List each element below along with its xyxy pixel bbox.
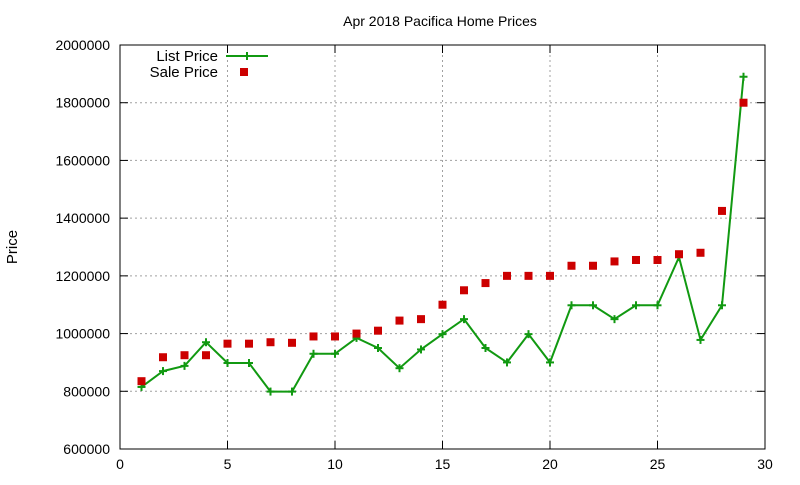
point-sale-price bbox=[266, 338, 275, 347]
point-sale-price bbox=[395, 316, 404, 325]
series-line-list-price bbox=[140, 76, 745, 393]
legend: List Price Sale Price bbox=[150, 48, 268, 81]
point-sale-price bbox=[567, 261, 576, 270]
point-sale-price bbox=[180, 351, 189, 360]
legend-swatch-sale-price bbox=[240, 68, 248, 76]
point-list-price bbox=[546, 358, 554, 367]
point-list-price bbox=[610, 315, 619, 324]
point-list-price bbox=[567, 301, 576, 310]
y-tick-label: 1800000 bbox=[55, 95, 110, 111]
point-list-price bbox=[718, 301, 726, 310]
point-sale-price bbox=[417, 315, 425, 324]
point-sale-price bbox=[374, 326, 382, 335]
y-tick-label: 800000 bbox=[63, 383, 110, 399]
y-tick-label: 1200000 bbox=[55, 268, 110, 284]
x-tick-label: 25 bbox=[650, 456, 666, 472]
point-sale-price bbox=[352, 329, 361, 338]
y-tick-label: 600000 bbox=[63, 441, 110, 457]
point-sale-price bbox=[481, 279, 490, 288]
point-sale-price bbox=[137, 377, 146, 386]
y-tick-label: 1400000 bbox=[55, 210, 110, 226]
plot-frame bbox=[119, 44, 766, 450]
axis-ticks: 600000 800000 1000000 1200000 1400000 1600000… bbox=[55, 37, 773, 472]
point-sale-price bbox=[675, 250, 683, 259]
x-tick-label: 15 bbox=[435, 456, 451, 472]
point-list-price bbox=[438, 330, 447, 339]
point-sale-price bbox=[632, 255, 640, 264]
point-sale-price bbox=[309, 332, 318, 341]
grid-lines bbox=[120, 45, 765, 449]
point-list-price bbox=[159, 367, 167, 376]
point-list-price bbox=[417, 345, 425, 354]
point-sale-price bbox=[589, 261, 597, 270]
x-tick-label: 10 bbox=[327, 456, 343, 472]
point-sale-price bbox=[610, 257, 619, 266]
y-tick-label: 2000000 bbox=[55, 37, 110, 53]
point-sale-price bbox=[718, 206, 726, 215]
point-list-price bbox=[288, 387, 296, 396]
point-sale-price bbox=[159, 353, 167, 362]
y-axis-label: Price bbox=[4, 230, 21, 264]
y-tick-label: 1000000 bbox=[55, 326, 110, 342]
point-list-price bbox=[739, 72, 748, 81]
point-sale-price bbox=[739, 98, 748, 107]
point-sale-price bbox=[202, 351, 210, 360]
point-sale-price bbox=[546, 271, 554, 280]
series-layer bbox=[137, 72, 748, 396]
point-sale-price bbox=[438, 300, 447, 309]
point-sale-price bbox=[653, 255, 662, 264]
point-list-price bbox=[245, 359, 253, 368]
legend-marker-list-price bbox=[243, 52, 251, 60]
point-list-price bbox=[395, 364, 404, 373]
point-sale-price bbox=[503, 271, 511, 280]
point-list-price bbox=[524, 330, 533, 339]
point-list-price bbox=[460, 315, 468, 324]
point-sale-price bbox=[288, 338, 296, 347]
chart-title: Apr 2018 Pacifica Home Prices bbox=[343, 13, 537, 29]
point-sale-price bbox=[245, 339, 253, 348]
legend-label-list-price: List Price bbox=[156, 48, 218, 65]
point-list-price bbox=[653, 301, 662, 310]
point-list-price bbox=[481, 344, 490, 352]
point-sale-price bbox=[696, 248, 705, 257]
y-tick-label: 1600000 bbox=[55, 152, 110, 168]
point-list-price bbox=[696, 335, 705, 344]
point-list-price bbox=[374, 344, 382, 352]
point-list-price bbox=[309, 349, 318, 358]
point-list-price bbox=[331, 349, 339, 358]
point-list-price bbox=[632, 301, 640, 310]
point-list-price bbox=[589, 301, 597, 310]
legend-label-sale-price: Sale Price bbox=[150, 64, 218, 81]
point-list-price bbox=[503, 358, 511, 367]
x-tick-label: 30 bbox=[757, 456, 773, 472]
point-sale-price bbox=[524, 271, 533, 280]
x-tick-label: 20 bbox=[542, 456, 558, 472]
point-sale-price bbox=[223, 339, 232, 348]
point-list-price bbox=[223, 359, 232, 368]
point-list-price bbox=[180, 361, 189, 370]
point-sale-price bbox=[460, 286, 468, 295]
x-tick-label: 0 bbox=[116, 456, 124, 472]
point-list-price bbox=[202, 338, 210, 347]
point-list-price bbox=[266, 387, 275, 396]
point-sale-price bbox=[331, 332, 339, 341]
x-tick-label: 5 bbox=[224, 456, 232, 472]
